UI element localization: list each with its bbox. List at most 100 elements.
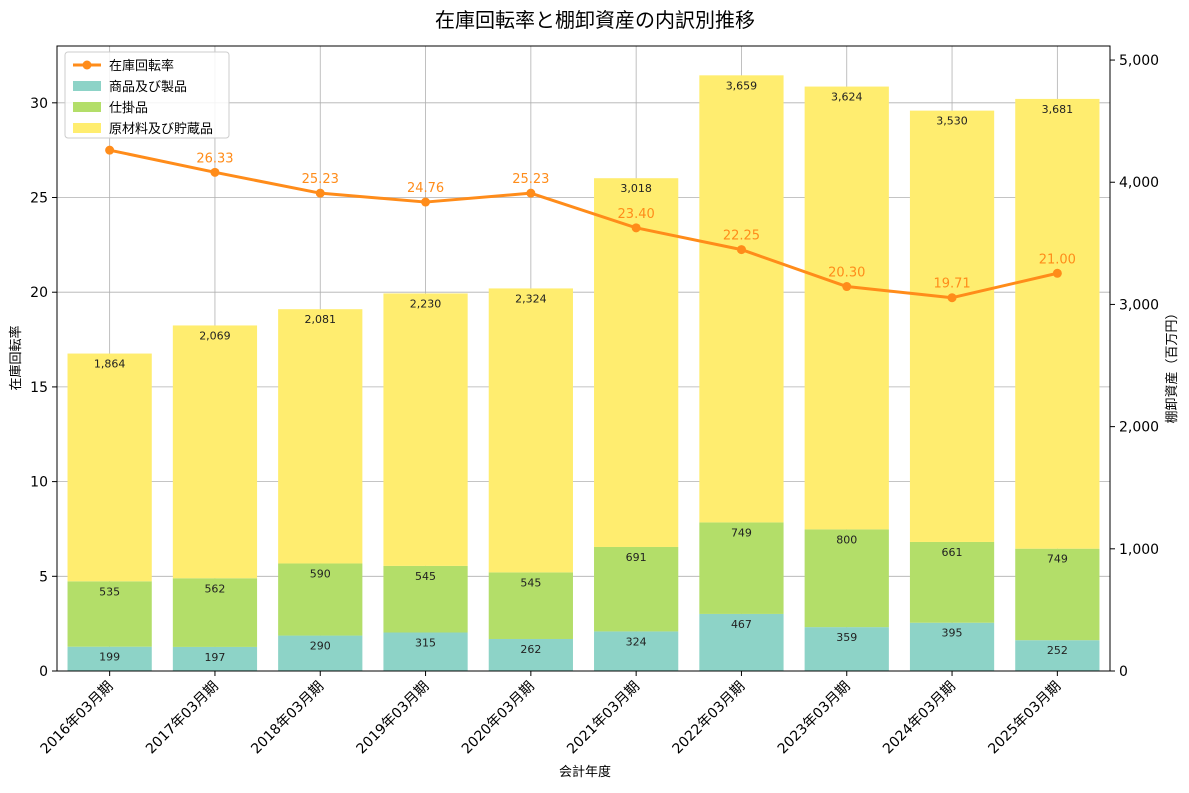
bar-segment: [172, 325, 258, 579]
bar-segment-label: 262: [520, 643, 541, 656]
legend-label: 原材料及び貯蔵品: [109, 122, 213, 137]
x-tick-label: 2021年03月期: [564, 679, 643, 758]
bar-segment: [699, 75, 784, 523]
bar-segment-label: 2,324: [515, 292, 547, 305]
bar-segment: [804, 86, 889, 530]
y-right-tick-label: 4,000: [1119, 175, 1159, 191]
legend-line-marker: [82, 60, 92, 70]
bar-segment: [67, 353, 152, 582]
y-right-axis-title: 棚卸資産（百万円）: [1164, 306, 1180, 423]
bar-segment-label: 199: [99, 651, 120, 664]
legend-label: 商品及び製品: [109, 80, 187, 95]
turnover-point: [631, 223, 641, 233]
bar-segment: [488, 572, 573, 639]
y-left-tick-label: 30: [30, 96, 48, 112]
x-tick-label: 2024年03月期: [880, 679, 959, 758]
bar-segment-label: 290: [310, 640, 331, 653]
bar-segment: [804, 529, 889, 628]
bar-segment: [172, 578, 258, 647]
bars-layer: [67, 75, 1100, 671]
turnover-label: 26.33: [196, 151, 233, 166]
x-axis-title: 会計年度: [559, 764, 611, 780]
turnover-label: 25.23: [512, 172, 549, 187]
bar-segment-label: 3,659: [726, 79, 758, 92]
turnover-label: 23.40: [618, 207, 655, 222]
y-left-tick-label: 20: [30, 285, 48, 301]
bar-segment: [278, 309, 363, 564]
bar-segment-label: 2,081: [305, 313, 337, 326]
bar-segment-label: 800: [836, 533, 857, 546]
bar-segment-label: 2,230: [410, 297, 442, 310]
turnover-line-layer: 26.33 25.23 24.76 25.23 23.40 22.25 20.30 19.71…: [105, 145, 1076, 303]
legend-label: 仕掛品: [109, 101, 148, 116]
turnover-point: [947, 293, 957, 303]
bar-segment: [67, 646, 152, 671]
y-left-axis-title: 在庫回転率: [8, 325, 24, 390]
turnover-point: [210, 167, 220, 177]
bar-segment-label: 545: [415, 570, 436, 583]
chart-title: 在庫回転率と棚卸資産の内訳別推移: [435, 8, 755, 32]
turnover-point: [105, 145, 115, 155]
y-left-tick-label: 10: [30, 475, 48, 491]
bar-segment-label: 324: [626, 635, 647, 648]
legend-bar-swatch: [73, 123, 101, 133]
bar-segment-label: 467: [731, 618, 752, 631]
segment-labels: 199 535 1,864 197 562 2,069 290 590 2,081 315 545 2…: [94, 79, 1073, 664]
x-tick-label: 2022年03月期: [669, 679, 748, 758]
bar-segment: [278, 635, 363, 671]
bar-segment: [594, 546, 679, 632]
bar-segment-label: 749: [1047, 553, 1068, 566]
bar-segment: [172, 646, 258, 671]
bar-segment-label: 252: [1047, 644, 1068, 657]
x-tick-label: 2020年03月期: [459, 679, 538, 758]
plot-frame: [56, 45, 1111, 672]
turnover-point: [526, 188, 536, 198]
bar-segment: [594, 631, 679, 671]
x-tick-label: 2019年03月期: [354, 679, 433, 758]
bar-segment-label: 749: [731, 526, 752, 539]
bar-segment-label: 3,681: [1042, 103, 1074, 116]
bar-segment-label: 3,624: [831, 91, 863, 104]
bar-segment: [278, 563, 363, 636]
turnover-point: [421, 197, 431, 207]
bar-segment: [1015, 548, 1100, 641]
turnover-point: [842, 282, 852, 292]
turnover-line: [109, 148, 1058, 300]
turnover-point: [736, 245, 746, 255]
turnover-label: 22.25: [723, 229, 760, 244]
bar-segment: [909, 622, 995, 671]
legend-label: 在庫回転率: [109, 58, 174, 74]
turnover-point: [315, 188, 325, 198]
bar-segment: [909, 110, 995, 542]
bar-segment: [804, 627, 889, 671]
y-left-tick-label: 15: [30, 380, 48, 396]
y-right-tick-label: 2,000: [1119, 420, 1159, 436]
bar-segment: [488, 638, 573, 671]
bar-segment: [67, 581, 152, 647]
turnover-label: 21.00: [1039, 252, 1076, 267]
y-right-tick-label: 5,000: [1119, 53, 1159, 69]
bar-segment: [383, 565, 468, 633]
bar-segment-label: 315: [415, 637, 436, 650]
turnover-label: 20.30: [828, 266, 865, 281]
y-left-tick-label: 5: [39, 569, 48, 585]
bar-segment-label: 3,018: [620, 182, 652, 195]
bar-segment-label: 395: [942, 627, 963, 640]
bar-segment-label: 535: [99, 585, 120, 598]
bar-segment-label: 359: [836, 631, 857, 644]
x-tick-label: 2016年03月期: [38, 679, 117, 758]
legend-bar-swatch: [73, 81, 101, 91]
legend-bar-swatch: [73, 102, 101, 112]
bar-segment: [594, 178, 679, 547]
plot-border: [56, 45, 1111, 672]
bar-segment: [1015, 640, 1100, 671]
bar-segment-label: 562: [204, 582, 225, 595]
y-right-tick-label: 0: [1119, 664, 1128, 680]
turnover-label: 24.76: [407, 181, 444, 196]
bar-segment-label: 2,069: [199, 329, 231, 342]
x-tick-label: 2023年03月期: [775, 679, 854, 758]
turnover-point: [1052, 268, 1062, 278]
